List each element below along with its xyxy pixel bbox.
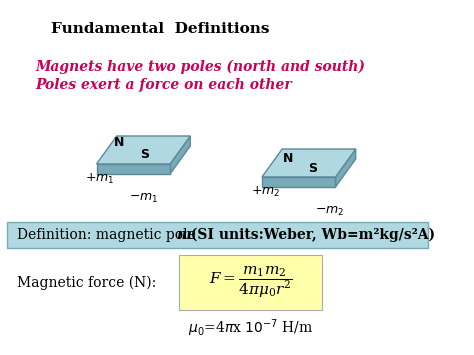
Polygon shape xyxy=(262,177,336,187)
Polygon shape xyxy=(97,164,170,174)
Polygon shape xyxy=(97,136,190,164)
Text: $F = \dfrac{m_1 m_2}{4\pi\mu_0 r^2}$: $F = \dfrac{m_1 m_2}{4\pi\mu_0 r^2}$ xyxy=(209,265,292,300)
Text: $-m_2$: $-m_2$ xyxy=(315,205,345,218)
Text: $-m_1$: $-m_1$ xyxy=(128,192,158,205)
Text: S: S xyxy=(140,148,149,162)
Text: m: m xyxy=(176,228,191,242)
Polygon shape xyxy=(336,149,356,187)
Text: N: N xyxy=(114,136,125,148)
Text: Poles exert a force on each other: Poles exert a force on each other xyxy=(35,78,292,92)
Text: $+m_1$: $+m_1$ xyxy=(85,172,115,186)
Text: Definition: magnetic pole: Definition: magnetic pole xyxy=(17,228,200,242)
Text: S: S xyxy=(308,162,317,175)
FancyBboxPatch shape xyxy=(179,255,322,310)
Text: $+m_2$: $+m_2$ xyxy=(251,185,280,199)
Polygon shape xyxy=(170,136,190,174)
Text: Fundamental  Definitions: Fundamental Definitions xyxy=(51,22,269,36)
Text: $\mu_0$=4$\pi$x $\mathit{10^{-7}}$ H/m: $\mu_0$=4$\pi$x $\mathit{10^{-7}}$ H/m xyxy=(188,317,313,339)
Text: Magnetic force (N):: Magnetic force (N): xyxy=(17,275,156,290)
Text: (SI units:Weber, Wb=m²kg/s²A): (SI units:Weber, Wb=m²kg/s²A) xyxy=(186,228,435,242)
Text: Magnets have two poles (north and south): Magnets have two poles (north and south) xyxy=(35,60,365,75)
FancyBboxPatch shape xyxy=(8,222,428,248)
Text: N: N xyxy=(283,152,293,164)
Polygon shape xyxy=(262,149,356,177)
